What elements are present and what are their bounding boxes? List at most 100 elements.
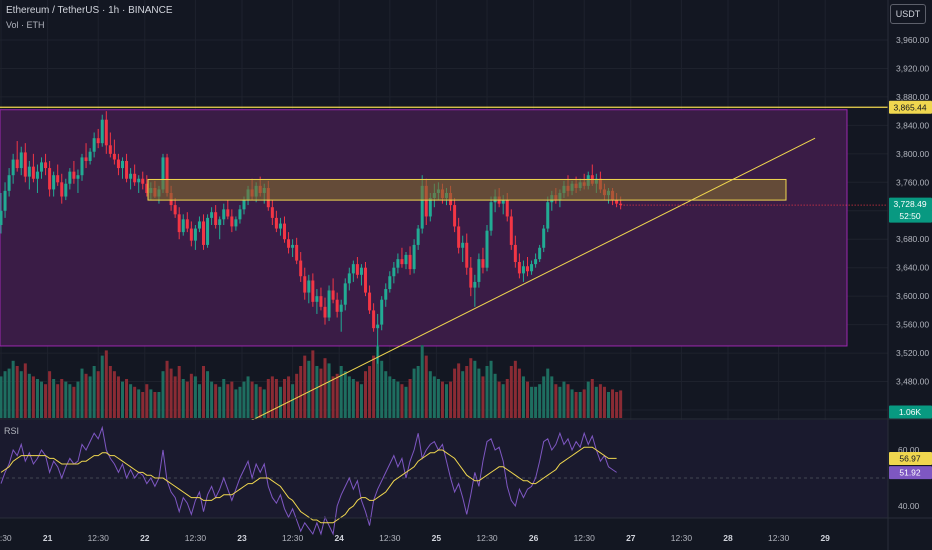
candle-body: [27, 166, 31, 177]
candle-body: [52, 175, 56, 190]
candle-body: [307, 280, 311, 293]
candle-body: [542, 228, 546, 248]
candle-body: [100, 119, 104, 144]
time-tick-label: 12:30: [282, 533, 304, 543]
volume-bar: [497, 381, 501, 418]
volume-bar: [108, 366, 112, 418]
volume-bar: [185, 381, 189, 418]
volume-bar: [364, 371, 367, 418]
rsi-line: [0, 425, 617, 536]
time-axis[interactable]: 12:30 21 12:30 22 12:30 23 12:30 24 12:30 25 12:30…: [0, 533, 830, 543]
time-tick-label: 12:30: [768, 533, 790, 543]
candle-body: [274, 217, 278, 229]
volume-bar: [416, 366, 420, 418]
rsi-ma-line: [0, 446, 617, 524]
candle-body: [218, 219, 222, 225]
volume-bar: [27, 373, 31, 418]
candle-body: [197, 221, 201, 229]
volume-bar: [343, 371, 347, 418]
volume-bar: [457, 363, 461, 418]
candle-body: [359, 267, 363, 275]
volume-bar: [295, 373, 299, 418]
volume-bar: [578, 392, 582, 418]
candle-body: [31, 166, 35, 179]
candle-body: [80, 157, 84, 176]
volume-bar: [197, 384, 201, 418]
candle-body: [92, 138, 96, 152]
candle-body: [380, 299, 384, 325]
volume-bar: [570, 389, 574, 418]
countdown-tag: 52:50: [899, 211, 921, 221]
volume-legend: Vol · ETH: [6, 20, 45, 30]
candle-body: [125, 160, 129, 179]
candle-body: [72, 171, 76, 179]
rsi-band: [0, 420, 888, 518]
volume-bar: [206, 371, 210, 418]
volume-bar: [112, 371, 116, 418]
volume-bar: [214, 384, 218, 418]
time-tick-label: 29: [820, 533, 830, 543]
volume-bar: [303, 355, 307, 418]
volume-bar: [258, 386, 262, 418]
rsi-tag: 51.92: [899, 468, 921, 478]
volume-tag: 1.06K: [899, 407, 922, 417]
volume-bar: [262, 389, 266, 418]
ascending-trendline[interactable]: [243, 137, 816, 425]
volume-bar: [121, 381, 124, 418]
volume-bar: [372, 355, 376, 418]
time-tick-label: 12:30: [88, 533, 110, 543]
volume-bar: [380, 360, 384, 418]
volume-bar: [84, 373, 88, 418]
volume-bar: [234, 389, 238, 418]
volume-bar: [449, 381, 453, 418]
volume-bar: [615, 392, 619, 418]
volume-bar: [96, 371, 100, 418]
candle-body: [104, 119, 108, 146]
candle-body: [230, 216, 234, 227]
candle-body: [501, 200, 505, 204]
price-axis[interactable]: 3,960.00 3,920.00 3,880.00 3,840.00 3,800.00…: [887, 0, 929, 550]
volume-bar: [598, 384, 602, 418]
volume-bar: [461, 371, 465, 418]
candle-body: [372, 310, 376, 329]
volume-bar: [202, 366, 205, 418]
candle-body: [469, 267, 473, 288]
volume-bar: [15, 366, 19, 418]
candle-body: [210, 212, 214, 218]
candle-body: [428, 197, 432, 217]
candle-body: [121, 160, 124, 169]
volume-bar: [11, 360, 15, 418]
candle-body: [364, 267, 367, 293]
volume-bar: [420, 345, 424, 418]
candle-body: [84, 157, 88, 161]
volume-bar: [392, 379, 396, 418]
candle-body: [521, 266, 525, 274]
candle-body: [509, 216, 513, 245]
volume-bar: [311, 350, 315, 418]
candle-body: [270, 207, 274, 218]
candle-body: [530, 264, 534, 272]
price-tick-label: 3,800.00: [896, 149, 929, 159]
volume-bar: [52, 379, 56, 418]
volume-bar: [153, 392, 157, 418]
candle-body: [40, 162, 43, 172]
currency-button[interactable]: USDT: [890, 4, 926, 24]
symbol-title[interactable]: Ethereum / TetherUS · 1h · BINANCE: [6, 5, 173, 16]
candle-body: [222, 209, 226, 220]
candle-body: [64, 183, 68, 197]
candle-body: [619, 203, 623, 206]
volume-bar: [509, 366, 513, 418]
volume-bar: [619, 390, 623, 418]
rsi-tick-label: 40.00: [898, 501, 920, 511]
volume-bar: [315, 366, 319, 418]
rsi-tag-bg: [889, 466, 932, 480]
volume-bar: [473, 360, 477, 418]
volume-bar: [546, 368, 550, 418]
time-tick-label: 12:30: [476, 533, 498, 543]
candle-body: [311, 280, 315, 302]
volume-bar: [299, 366, 303, 418]
volume-bar: [291, 384, 295, 418]
volume-bar: [432, 376, 436, 418]
candle-body: [11, 159, 15, 176]
